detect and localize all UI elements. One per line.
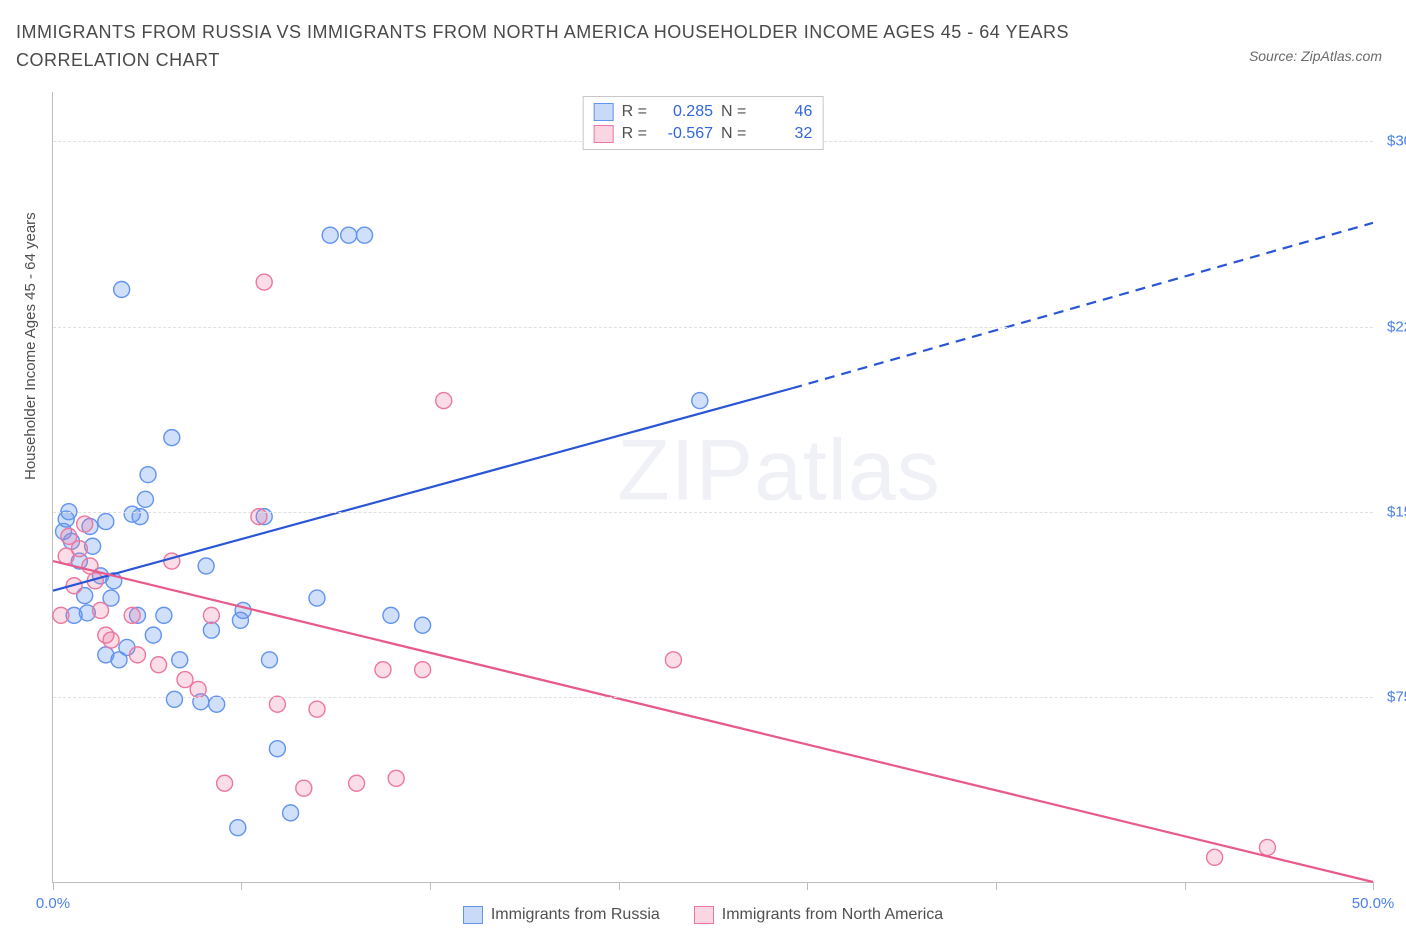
x-tick (1185, 882, 1186, 890)
data-point-russia (203, 622, 219, 638)
plot-svg (53, 92, 1373, 882)
data-point-russia (283, 805, 299, 821)
data-point-north_america (103, 632, 119, 648)
data-point-russia (692, 393, 708, 409)
data-point-russia (172, 652, 188, 668)
data-point-north_america (436, 393, 452, 409)
data-point-north_america (269, 696, 285, 712)
data-point-russia (140, 467, 156, 483)
correlation-row: R = -0.567 N = 32 (594, 123, 813, 145)
trend-line-russia (53, 388, 792, 590)
y-tick-label: $225,000 (1377, 318, 1406, 335)
legend-swatch (694, 906, 714, 924)
n-value: 46 (754, 101, 812, 123)
data-point-north_america (151, 657, 167, 673)
data-point-north_america (77, 516, 93, 532)
r-label: R = (622, 101, 647, 123)
r-value: -0.567 (655, 123, 713, 145)
data-point-north_america (349, 775, 365, 791)
data-point-north_america (190, 681, 206, 697)
x-tick (430, 882, 431, 890)
r-label: R = (622, 123, 647, 145)
x-tick (53, 882, 54, 890)
data-point-russia (166, 691, 182, 707)
gridline (53, 327, 1373, 328)
r-value: 0.285 (655, 101, 713, 123)
data-point-russia (269, 741, 285, 757)
data-point-russia (383, 607, 399, 623)
legend-item-russia: Immigrants from Russia (463, 906, 660, 924)
data-point-russia (164, 430, 180, 446)
data-point-russia (309, 590, 325, 606)
data-point-north_america (129, 647, 145, 663)
data-point-north_america (309, 701, 325, 717)
data-point-north_america (1259, 839, 1275, 855)
plot-area: ZIPatlas $75,000$150,000$225,000$300,000… (52, 92, 1373, 883)
y-axis-label: Householder Income Ages 45 - 64 years (22, 212, 39, 480)
data-point-russia (230, 820, 246, 836)
data-point-russia (415, 617, 431, 633)
correlation-legend: R = 0.285 N = 46 R = -0.567 N = 32 (583, 96, 824, 150)
legend-item-north_america: Immigrants from North America (694, 906, 943, 924)
n-label: N = (721, 123, 746, 145)
data-point-north_america (71, 541, 87, 557)
legend-swatch (594, 103, 614, 121)
x-tick (241, 882, 242, 890)
chart-container: IMMIGRANTS FROM RUSSIA VS IMMIGRANTS FRO… (0, 0, 1406, 930)
legend-label: Immigrants from North America (722, 906, 943, 924)
y-tick-label: $300,000 (1377, 133, 1406, 150)
x-tick (807, 882, 808, 890)
data-point-north_america (124, 607, 140, 623)
data-point-russia (198, 558, 214, 574)
data-point-russia (98, 514, 114, 530)
correlation-row: R = 0.285 N = 46 (594, 101, 813, 123)
legend-swatch (463, 906, 483, 924)
data-point-russia (137, 491, 153, 507)
legend-label: Immigrants from Russia (491, 906, 660, 924)
data-point-north_america (177, 672, 193, 688)
legend-swatch (594, 125, 614, 143)
data-point-north_america (203, 607, 219, 623)
data-point-north_america (665, 652, 681, 668)
data-point-north_america (256, 274, 272, 290)
data-point-russia (261, 652, 277, 668)
data-point-russia (209, 696, 225, 712)
data-point-russia (114, 282, 130, 298)
data-point-russia (156, 607, 172, 623)
data-point-north_america (164, 553, 180, 569)
trend-line-dashed-russia (792, 223, 1373, 388)
n-label: N = (721, 101, 746, 123)
trend-line-north_america (53, 561, 1373, 882)
y-tick-label: $150,000 (1377, 503, 1406, 520)
data-point-north_america (415, 662, 431, 678)
series-legend: Immigrants from Russia Immigrants from No… (0, 906, 1406, 924)
data-point-russia (145, 627, 161, 643)
data-point-north_america (375, 662, 391, 678)
x-tick (1373, 882, 1374, 890)
gridline (53, 512, 1373, 513)
y-tick-label: $75,000 (1377, 688, 1406, 705)
data-point-north_america (296, 780, 312, 796)
x-tick (996, 882, 997, 890)
chart-title: IMMIGRANTS FROM RUSSIA VS IMMIGRANTS FRO… (16, 18, 1186, 74)
data-point-north_america (217, 775, 233, 791)
chart-source: Source: ZipAtlas.com (1249, 48, 1382, 64)
data-point-north_america (93, 602, 109, 618)
n-value: 32 (754, 123, 812, 145)
x-tick (619, 882, 620, 890)
data-point-north_america (53, 607, 69, 623)
data-point-north_america (388, 770, 404, 786)
data-point-russia (357, 227, 373, 243)
data-point-russia (341, 227, 357, 243)
data-point-north_america (1207, 849, 1223, 865)
gridline (53, 697, 1373, 698)
data-point-russia (322, 227, 338, 243)
